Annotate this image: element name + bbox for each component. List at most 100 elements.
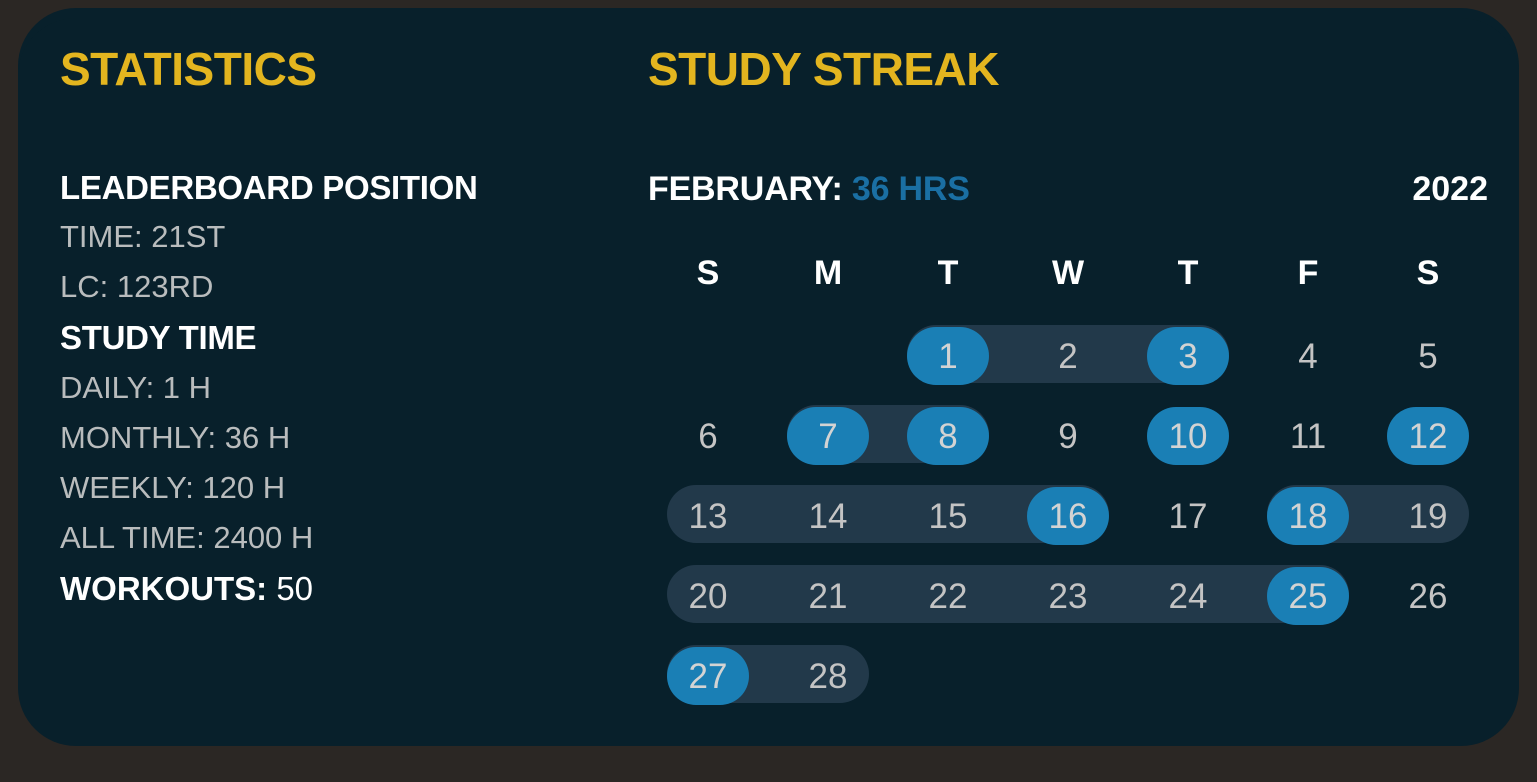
calendar-week: 13 14 15 16 17 18 19: [648, 476, 1488, 556]
month-summary-row: FEBRUARY: 36 HRS 2022: [648, 170, 1488, 214]
calendar-day-number: 21: [808, 576, 848, 616]
stats-card: STATISTICS LEADERBOARD POSITION TIME: 21…: [18, 18, 1519, 746]
day-of-week-0: S: [696, 254, 720, 292]
calendar-day-cells: 20 21 22 23 24 25 26: [648, 556, 1488, 636]
calendar-day-24[interactable]: 24: [1128, 556, 1248, 636]
calendar-day-17[interactable]: 17: [1128, 476, 1248, 556]
calendar-day-14[interactable]: 14: [768, 476, 888, 556]
calendar-day-number: 17: [1168, 496, 1208, 536]
calendar-day-25[interactable]: 25: [1248, 556, 1368, 636]
calendar-day-number: 15: [928, 496, 968, 536]
calendar-day-cells: 13 14 15 16 17 18 19: [648, 476, 1488, 556]
calendar-day-empty: [1248, 636, 1368, 716]
calendar-day-7[interactable]: 7: [768, 396, 888, 476]
workouts-value: 50: [276, 570, 314, 608]
streak-track: [667, 565, 1349, 623]
calendar-day-22[interactable]: 22: [888, 556, 1008, 636]
calendar-day-6[interactable]: 6: [648, 396, 768, 476]
calendar-day-number: 3: [1147, 327, 1229, 385]
calendar-day-19[interactable]: 19: [1368, 476, 1488, 556]
day-of-week-2: T: [937, 254, 959, 292]
calendar-day-number: 28: [808, 656, 848, 696]
calendar-day-number: 24: [1168, 576, 1208, 616]
day-of-week-3: W: [1051, 254, 1085, 292]
calendar-day-3[interactable]: 3: [1128, 316, 1248, 396]
calendar-day-9[interactable]: 9: [1008, 396, 1128, 476]
calendar-week: 1 2 3 4 5: [648, 316, 1488, 396]
statistics-title: STATISTICS: [60, 43, 317, 95]
calendar-day-21[interactable]: 21: [768, 556, 888, 636]
calendar-day-1[interactable]: 1: [888, 316, 1008, 396]
calendar-day-number: 14: [808, 496, 848, 536]
calendar-day-5[interactable]: 5: [1368, 316, 1488, 396]
calendar-day-empty: [768, 316, 888, 396]
calendar-week: 20 21 22 23 24 25 26: [648, 556, 1488, 636]
calendar-day-number: 5: [1418, 336, 1438, 376]
month-name: FEBRUARY:: [648, 170, 843, 208]
calendar-day-13[interactable]: 13: [648, 476, 768, 556]
leaderboard-position-heading: LEADERBOARD POSITION: [60, 169, 478, 206]
calendar-day-18[interactable]: 18: [1248, 476, 1368, 556]
calendar-day-number: 18: [1267, 487, 1349, 545]
calendar-day-number: 27: [667, 647, 749, 705]
study-time-heading: STUDY TIME: [60, 319, 257, 357]
calendar-day-20[interactable]: 20: [648, 556, 768, 636]
calendar-day-4[interactable]: 4: [1248, 316, 1368, 396]
calendar-day-number: 22: [928, 576, 968, 616]
calendar-day-number: 4: [1298, 336, 1318, 376]
calendar-day-number: 9: [1058, 416, 1078, 456]
study-streak-title: STUDY STREAK: [648, 43, 999, 95]
calendar-day-number: 23: [1048, 576, 1088, 616]
calendar-day-26[interactable]: 26: [1368, 556, 1488, 636]
study-time-monthly: MONTHLY: 36 H: [60, 419, 291, 455]
study-time-all-time: ALL TIME: 2400 H: [60, 520, 314, 556]
calendar-day-cells: 1 2 3 4 5: [648, 316, 1488, 396]
statistics-column: STATISTICS LEADERBOARD POSITION TIME: 21…: [60, 46, 640, 607]
calendar-day-empty: [1008, 636, 1128, 716]
calendar-week: 27 28: [648, 636, 1488, 716]
calendar-day-empty: [648, 316, 768, 396]
calendar-day-number: 7: [787, 407, 869, 465]
calendar-day-number: 1: [907, 327, 989, 385]
calendar-day-number: 6: [698, 416, 718, 456]
calendar-day-27[interactable]: 27: [648, 636, 768, 716]
calendar-day-number: 12: [1387, 407, 1469, 465]
calendar-day-empty: [888, 636, 1008, 716]
leaderboard-lc-rank: LC: 123RD: [60, 269, 214, 305]
day-of-week-5: F: [1297, 254, 1319, 292]
workouts-row: WORKOUTS: 50: [60, 571, 640, 607]
calendar-day-8[interactable]: 8: [888, 396, 1008, 476]
calendar-day-number: 20: [688, 576, 728, 616]
calendar-day-2[interactable]: 2: [1008, 316, 1128, 396]
month-hours-value: 36 HRS: [851, 170, 970, 208]
calendar-day-number: 2: [1058, 336, 1078, 376]
calendar-day-23[interactable]: 23: [1008, 556, 1128, 636]
calendar-day-number: 26: [1408, 576, 1448, 616]
study-time-daily: DAILY: 1 H: [60, 369, 212, 405]
month-label: FEBRUARY: 36 HRS: [648, 170, 970, 209]
day-of-week-4: T: [1177, 254, 1199, 292]
calendar-day-16[interactable]: 16: [1008, 476, 1128, 556]
calendar-day-12[interactable]: 12: [1368, 396, 1488, 476]
calendar-day-empty: [1128, 636, 1248, 716]
calendar-day-number: 16: [1027, 487, 1109, 545]
calendar-day-number: 13: [688, 496, 728, 536]
study-time-weekly: WEEKLY: 120 H: [60, 469, 286, 505]
calendar-day-number: 10: [1147, 407, 1229, 465]
card-inner: STATISTICS LEADERBOARD POSITION TIME: 21…: [18, 18, 1519, 746]
calendar-day-15[interactable]: 15: [888, 476, 1008, 556]
calendar-day-11[interactable]: 11: [1248, 396, 1368, 476]
calendar-day-number: 25: [1267, 567, 1349, 625]
calendar-day-number: 8: [907, 407, 989, 465]
calendar-day-28[interactable]: 28: [768, 636, 888, 716]
calendar-day-10[interactable]: 10: [1128, 396, 1248, 476]
day-of-week-6: S: [1416, 254, 1440, 292]
calendar-day-empty: [1368, 636, 1488, 716]
year-label: 2022: [1412, 170, 1488, 208]
calendar-day-number: 19: [1408, 496, 1448, 536]
day-of-week-1: M: [813, 254, 843, 292]
